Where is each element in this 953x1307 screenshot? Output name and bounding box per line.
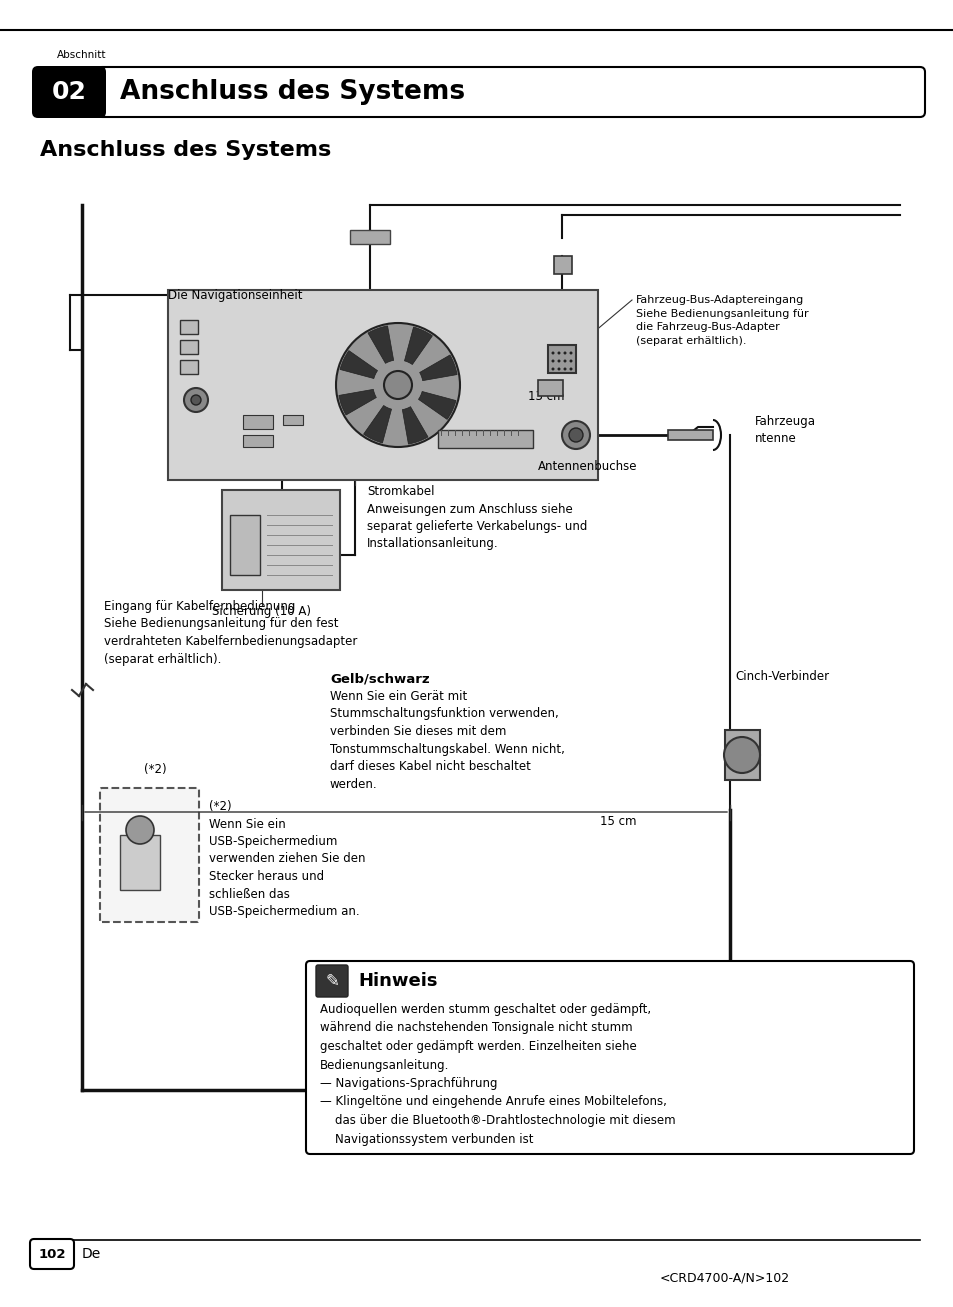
FancyBboxPatch shape — [32, 65, 106, 118]
Circle shape — [563, 367, 566, 370]
Bar — [222, 490, 339, 589]
Text: 13 cm: 13 cm — [527, 389, 564, 403]
Bar — [554, 256, 572, 274]
Wedge shape — [368, 325, 394, 363]
Text: <CRD4700-A/N>102: <CRD4700-A/N>102 — [659, 1272, 789, 1285]
Text: De: De — [82, 1247, 101, 1261]
Circle shape — [557, 367, 560, 370]
Text: (*2): (*2) — [144, 763, 167, 776]
FancyBboxPatch shape — [315, 965, 348, 997]
Circle shape — [551, 352, 554, 354]
Circle shape — [557, 352, 560, 354]
Text: Die Navigationseinheit: Die Navigationseinheit — [168, 289, 302, 302]
Circle shape — [569, 359, 572, 362]
Text: Anschluss des Systems: Anschluss des Systems — [120, 78, 465, 105]
FancyBboxPatch shape — [100, 788, 199, 921]
Circle shape — [723, 737, 760, 772]
Bar — [350, 230, 390, 244]
Text: Fahrzeuga
ntenne: Fahrzeuga ntenne — [754, 416, 815, 444]
Bar — [283, 416, 303, 425]
Circle shape — [569, 367, 572, 370]
FancyBboxPatch shape — [306, 961, 913, 1154]
Text: Audioquellen werden stumm geschaltet oder gedämpft,
während die nachstehenden To: Audioquellen werden stumm geschaltet ode… — [319, 1002, 675, 1145]
Text: Gelb/schwarz: Gelb/schwarz — [330, 672, 429, 685]
Circle shape — [551, 359, 554, 362]
Bar — [437, 430, 533, 448]
Text: Hinweis: Hinweis — [357, 972, 437, 989]
Text: (*2)
Wenn Sie ein
USB-Speichermedium
verwenden ziehen Sie den
Stecker heraus und: (*2) Wenn Sie ein USB-Speichermedium ver… — [209, 800, 365, 918]
Wedge shape — [338, 389, 375, 416]
Circle shape — [184, 388, 208, 412]
Bar — [230, 515, 260, 575]
Text: Stromkabel
Anweisungen zum Anschluss siehe
separat gelieferte Verkabelungs- und
: Stromkabel Anweisungen zum Anschluss sie… — [367, 485, 587, 550]
Bar — [547, 345, 576, 372]
Circle shape — [126, 816, 153, 844]
Text: Fahrzeug-Bus-Adaptereingang
Siehe Bedienungsanleitung für
die Fahrzeug-Bus-Adapt: Fahrzeug-Bus-Adaptereingang Siehe Bedien… — [636, 295, 808, 346]
Text: Anschluss des Systems: Anschluss des Systems — [40, 140, 331, 159]
FancyBboxPatch shape — [97, 67, 924, 118]
Text: ✎: ✎ — [325, 972, 338, 989]
Circle shape — [557, 359, 560, 362]
Text: Antennenbuchse: Antennenbuchse — [537, 460, 637, 473]
Circle shape — [568, 427, 582, 442]
Text: 02: 02 — [51, 80, 87, 105]
Bar — [243, 435, 273, 447]
Circle shape — [551, 367, 554, 370]
Wedge shape — [363, 405, 391, 443]
Wedge shape — [404, 327, 432, 365]
Text: Wenn Sie ein Gerät mit
Stummschaltungsfunktion verwenden,
verbinden Sie dieses m: Wenn Sie ein Gerät mit Stummschaltungsfu… — [330, 690, 564, 791]
Bar — [243, 416, 273, 429]
Wedge shape — [402, 406, 428, 444]
Text: 15 cm: 15 cm — [599, 816, 636, 829]
Bar — [724, 731, 760, 780]
Circle shape — [563, 352, 566, 354]
FancyBboxPatch shape — [30, 1239, 74, 1269]
Bar — [180, 320, 198, 335]
Text: Abschnitt: Abschnitt — [57, 50, 107, 60]
Circle shape — [335, 323, 459, 447]
Text: 102: 102 — [38, 1247, 66, 1260]
Text: Cinch-Verbinder: Cinch-Verbinder — [734, 670, 828, 684]
Circle shape — [561, 421, 589, 450]
Bar — [180, 359, 198, 374]
Wedge shape — [418, 392, 456, 420]
Text: Eingang für Kabelfernbedienung
Siehe Bedienungsanleitung für den fest
verdrahtet: Eingang für Kabelfernbedienung Siehe Bed… — [104, 600, 357, 665]
Bar — [120, 835, 160, 890]
Bar — [168, 290, 598, 480]
Circle shape — [191, 395, 201, 405]
Circle shape — [384, 371, 412, 399]
Circle shape — [563, 359, 566, 362]
Wedge shape — [419, 356, 456, 380]
Circle shape — [569, 352, 572, 354]
Bar — [180, 340, 198, 354]
Text: Sicherung (10 A): Sicherung (10 A) — [212, 605, 311, 618]
Bar — [667, 430, 712, 440]
Bar — [537, 380, 562, 396]
Wedge shape — [339, 350, 377, 379]
